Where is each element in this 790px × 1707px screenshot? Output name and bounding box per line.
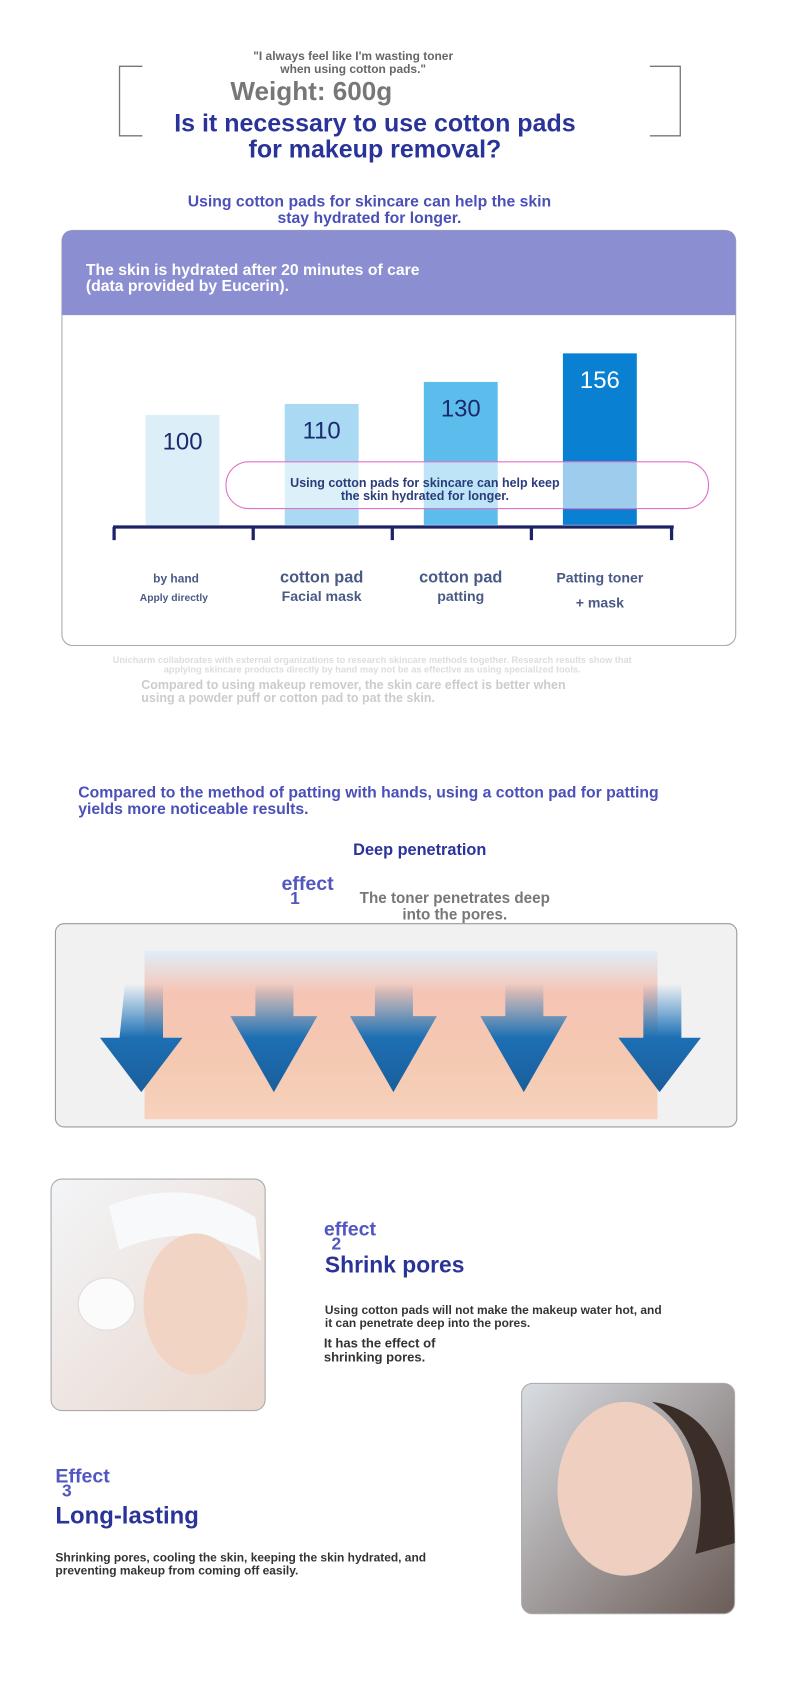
photo-1: [50, 1178, 266, 1412]
annotation-box: [225, 461, 710, 510]
footnote: Unicharm collaborates with external orga…: [112, 654, 632, 675]
effect-label: effect: [281, 872, 334, 895]
x-tick-sublabel: Apply directly: [140, 593, 208, 604]
value-label: 130: [441, 396, 481, 423]
x-tick-sublabel: Facial mask: [282, 588, 362, 604]
effect-label: effect: [323, 1218, 377, 1240]
effect-number: 3: [61, 1482, 72, 1501]
value-label: 100: [163, 429, 203, 456]
value-label: 156: [580, 367, 620, 394]
chart-annotation: Using cotton pads for skincare can help …: [290, 477, 560, 504]
effect-heading: Deep penetration: [353, 841, 487, 860]
effect-note: It has the effect of shrinking pores.: [323, 1335, 436, 1365]
weight: Weight: 600g: [230, 77, 393, 107]
x-tick-sublabel: + mask: [576, 594, 624, 610]
title: Is it necessary to use cotton pads for m…: [174, 108, 576, 164]
intro: Using cotton pads for skincare can help …: [187, 193, 552, 228]
chart-header: [61, 230, 736, 316]
chart-caption: Compared to using makeup remover, the sk…: [141, 679, 566, 706]
photo-2: [521, 1382, 736, 1615]
section-intro: Compared to the method of patting with h…: [78, 784, 659, 819]
effect-text: Shrinking pores, cooling the skin, keepi…: [55, 1551, 427, 1578]
quote: "I always feel like I'm wasting toner wh…: [253, 49, 454, 76]
x-tick-sublabel: patting: [437, 588, 484, 604]
x-axis: [112, 525, 674, 541]
bracket: [118, 65, 681, 137]
x-tick-label: by hand: [153, 571, 199, 585]
x-tick-label: cotton pad: [280, 568, 363, 586]
effect-label: Effect: [55, 1464, 110, 1487]
effect-number: 1: [290, 890, 300, 909]
effect-number: 2: [331, 1235, 342, 1255]
effect-heading: Long-lasting: [55, 1501, 199, 1529]
bar: [145, 414, 220, 525]
x-tick-label: cotton pad: [419, 568, 502, 586]
effect-text: The toner penetrates deep into the pores…: [359, 888, 550, 923]
effect-text: Using cotton pads will not make the make…: [324, 1304, 662, 1330]
value-label: 110: [303, 418, 341, 445]
chart-title: The skin is hydrated after 20 minutes of…: [85, 261, 420, 296]
effect-heading: Shrink pores: [324, 1252, 465, 1278]
x-tick-label: Patting toner: [556, 569, 644, 585]
